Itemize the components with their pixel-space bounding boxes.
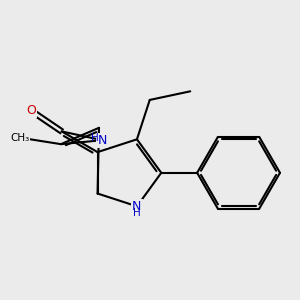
Text: H: H <box>91 133 99 143</box>
Text: N: N <box>98 134 107 147</box>
Text: CH₃: CH₃ <box>11 133 30 143</box>
Text: N: N <box>132 200 142 213</box>
Text: H: H <box>133 208 141 218</box>
Text: O: O <box>26 104 36 117</box>
